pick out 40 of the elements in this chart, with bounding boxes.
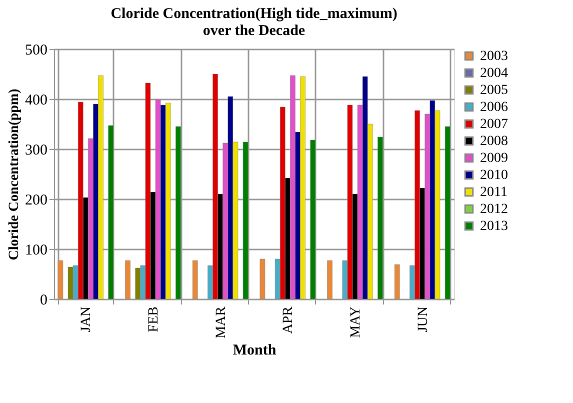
x-tick-label: MAR — [214, 306, 229, 338]
bar — [108, 125, 114, 300]
y-axis-title: Cloride Concentration(ppm) — [7, 88, 22, 260]
x-tick-label: MAY — [348, 306, 364, 338]
bar — [260, 258, 266, 300]
bar — [176, 126, 181, 300]
y-tick-label: 400 — [25, 92, 48, 108]
x-axis-title: Month — [232, 342, 277, 358]
legend-label: 2010 — [480, 168, 508, 183]
x-tick-label: JUN — [416, 306, 431, 332]
legend-label: 2003 — [480, 49, 508, 64]
y-tick-label: 300 — [25, 142, 48, 158]
text: Cloride Concentration(High tide_maximum) — [110, 6, 398, 22]
bar — [58, 260, 64, 300]
legend-label: 2004 — [480, 66, 508, 81]
legend-label: 2012 — [480, 202, 508, 217]
bar — [135, 268, 141, 300]
legend-label: 2006 — [480, 100, 508, 115]
text: over the Decade — [202, 23, 306, 39]
y-tick-label: 200 — [25, 192, 48, 208]
y-tick-label: 100 — [25, 242, 48, 258]
bar — [310, 140, 316, 300]
legend-label: 2013 — [480, 219, 508, 234]
legend-label: 2011 — [480, 185, 508, 200]
x-tick-label: APR — [281, 306, 296, 334]
y-tick-label: 500 — [25, 42, 48, 58]
bar — [192, 260, 198, 300]
x-tick-label: FEB — [146, 306, 162, 332]
bar — [394, 264, 400, 300]
bar — [378, 136, 383, 300]
bar — [125, 260, 130, 300]
legend-label: 2007 — [480, 117, 508, 132]
bar — [242, 142, 248, 300]
bar — [327, 260, 332, 300]
x-tick-label: JAN — [79, 306, 94, 332]
legend-label: 2005 — [480, 83, 508, 98]
legend-label: 2008 — [480, 134, 508, 149]
bar — [444, 126, 450, 300]
y-tick-label: 0 — [40, 292, 48, 308]
legend-label: 2009 — [480, 151, 508, 166]
